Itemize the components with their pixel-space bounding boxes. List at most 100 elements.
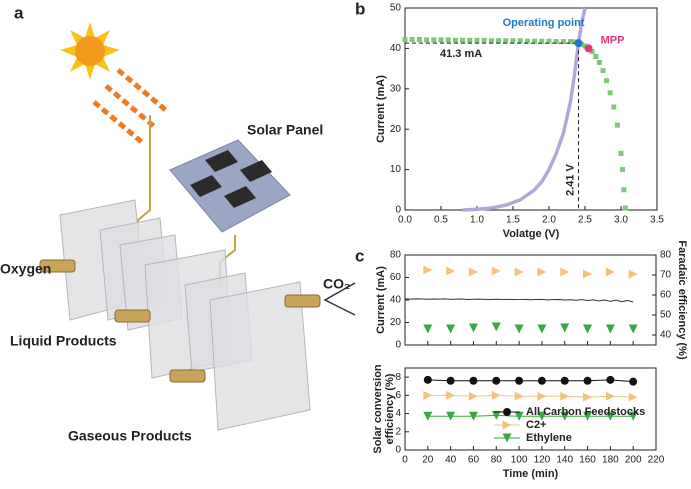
marker xyxy=(460,37,466,43)
tubes xyxy=(39,259,321,383)
marker xyxy=(583,269,593,279)
marker xyxy=(589,49,595,55)
marker xyxy=(491,266,501,276)
x-tick-label: 60 xyxy=(468,455,480,466)
marker xyxy=(560,39,566,45)
series-line xyxy=(427,414,634,417)
y-tick-label: 6 xyxy=(395,390,401,401)
y2-tick-label: 70 xyxy=(660,270,672,281)
marker xyxy=(423,390,433,400)
y-tick-label: 40 xyxy=(390,43,402,54)
x-tick-label: 3.5 xyxy=(650,215,664,226)
legend-label: C2+ xyxy=(526,419,547,431)
marker xyxy=(416,37,422,43)
label: Gaseous Products xyxy=(68,428,192,444)
marker xyxy=(619,167,625,173)
marker xyxy=(537,391,547,401)
y-axis-label: efficiency (%) xyxy=(384,373,396,444)
marker xyxy=(496,38,502,44)
label: Solar Panel xyxy=(247,122,323,138)
marker xyxy=(583,392,593,402)
marker xyxy=(537,324,547,334)
marker xyxy=(431,37,437,43)
marker xyxy=(467,37,473,43)
x-tick-label: 140 xyxy=(556,455,573,466)
marker xyxy=(628,324,638,334)
marker xyxy=(514,391,524,401)
marker xyxy=(622,205,628,211)
marker xyxy=(468,411,478,421)
x-tick-label: 2.0 xyxy=(542,215,556,226)
marker xyxy=(452,37,458,43)
marker xyxy=(491,322,501,332)
series-line xyxy=(462,7,587,212)
marker xyxy=(503,38,509,44)
marker xyxy=(629,377,638,386)
marker xyxy=(402,37,408,43)
marker xyxy=(446,266,456,276)
marker xyxy=(605,267,615,277)
x-tick-label: 1.5 xyxy=(506,215,520,226)
marker xyxy=(438,37,444,43)
marker xyxy=(537,267,547,277)
y-axis-label: Solar conversion xyxy=(372,364,384,454)
marker xyxy=(560,376,569,385)
annotation: MPP xyxy=(601,34,625,46)
marker xyxy=(571,39,577,45)
y-tick-label: 20 xyxy=(390,317,402,328)
x-tick-label: 100 xyxy=(511,455,528,466)
label: CO₂ xyxy=(323,276,350,292)
marker xyxy=(514,324,524,334)
marker xyxy=(539,38,545,44)
marker xyxy=(491,390,501,400)
marker xyxy=(446,390,456,400)
marker xyxy=(560,323,570,333)
series-line xyxy=(427,394,634,398)
marker xyxy=(606,375,615,384)
marker xyxy=(423,411,433,421)
x-tick-label: 200 xyxy=(625,455,642,466)
panel-label: a xyxy=(14,3,24,22)
sun xyxy=(75,36,105,66)
marker xyxy=(600,68,606,74)
marker xyxy=(491,410,501,420)
marker xyxy=(582,43,588,49)
marker xyxy=(583,376,592,385)
x-tick-label: 0.5 xyxy=(434,215,448,226)
panel-label: c xyxy=(355,246,364,265)
y-tick-label: 40 xyxy=(390,295,402,306)
marker xyxy=(468,323,478,333)
marker xyxy=(524,38,530,44)
legend-label: All Carbon Feedstocks xyxy=(526,406,645,418)
electrolyzer xyxy=(59,199,311,431)
cells xyxy=(190,150,272,208)
marker xyxy=(553,39,559,45)
y2-axis-label: Faradaic efficiency (%) xyxy=(676,240,688,360)
marker xyxy=(423,265,433,275)
label: Liquid Products xyxy=(10,333,117,349)
marker xyxy=(468,391,478,401)
marker xyxy=(583,324,593,334)
marker xyxy=(474,37,480,43)
marker xyxy=(481,37,487,43)
marker xyxy=(423,324,433,334)
y-tick-label: 0 xyxy=(395,340,401,351)
marker xyxy=(583,411,593,421)
marker xyxy=(445,37,451,43)
y-tick-label: 60 xyxy=(390,272,402,283)
marker xyxy=(628,269,638,279)
marker xyxy=(510,38,516,44)
y2-tick-label: 80 xyxy=(660,250,672,261)
y-axis-label: Current (mA) xyxy=(375,266,387,334)
y-tick-label: 4 xyxy=(395,408,401,419)
x-tick-label: 20 xyxy=(422,455,434,466)
marker xyxy=(560,391,570,401)
marker xyxy=(446,376,455,385)
marker xyxy=(423,375,432,384)
y-tick-label: 50 xyxy=(390,3,402,14)
y2-tick-label: 40 xyxy=(660,330,672,341)
x-tick-label: 40 xyxy=(445,455,457,466)
marker xyxy=(446,411,456,421)
plot-frame xyxy=(404,7,658,211)
